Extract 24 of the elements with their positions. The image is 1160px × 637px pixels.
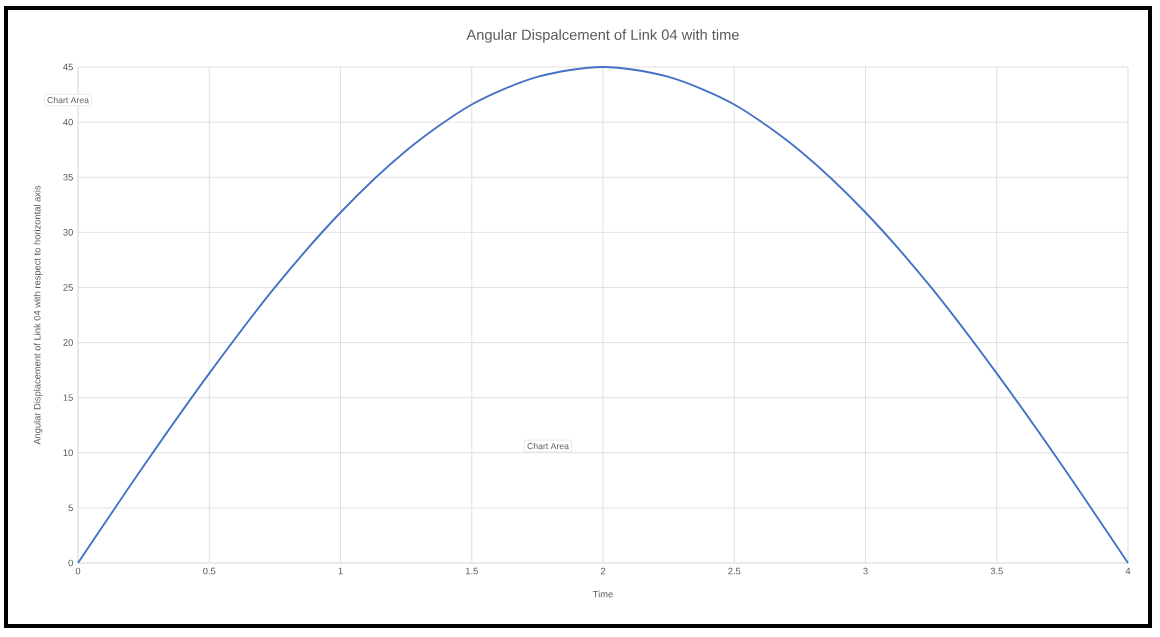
y-tick-label: 5 <box>68 504 73 512</box>
y-tick-label: 35 <box>63 173 73 181</box>
x-tick-label: 2 <box>600 567 606 575</box>
x-tick-label: 3 <box>863 567 868 575</box>
x-axis-title: Time <box>593 590 613 598</box>
y-axis-title: Angular Displacement of Link 04 with respect to horizontal axis <box>33 185 43 445</box>
chart-title: Angular Dispalcement of Link 04 with time <box>466 29 739 43</box>
y-tick-label: 30 <box>63 229 73 236</box>
y-tick-label: 10 <box>63 449 73 457</box>
y-tick-label: 40 <box>63 118 73 126</box>
y-tick-label: 45 <box>63 63 73 71</box>
annotation: Chart Area <box>47 96 89 104</box>
y-tick-label: 0 <box>68 559 73 567</box>
x-tick-label: 4 <box>1125 567 1131 575</box>
y-tick-label: 25 <box>63 284 73 291</box>
annotation: Chart Area <box>527 442 569 450</box>
x-tick-label: 1 <box>338 567 343 575</box>
x-tick-label: 0.5 <box>203 567 216 575</box>
y-tick-label: 15 <box>63 394 73 401</box>
x-tick-label: 3.5 <box>990 567 1003 575</box>
x-tick-label: 2.5 <box>728 567 741 575</box>
x-tick-label: 0 <box>75 567 81 575</box>
x-tick-label: 1.5 <box>465 567 478 575</box>
y-tick-label: 20 <box>63 339 73 346</box>
